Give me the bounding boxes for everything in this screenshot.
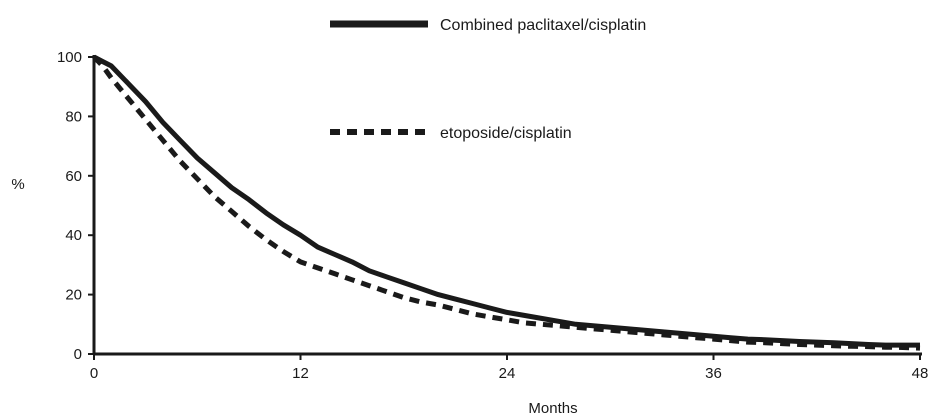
y-tick-label: 0 xyxy=(74,346,82,363)
y-tick-label: 20 xyxy=(65,287,82,304)
legend-label-2: etoposide/cisplatin xyxy=(440,125,572,142)
x-axis-title: Months xyxy=(528,400,577,417)
curves xyxy=(92,54,921,351)
x-tick-label: 48 xyxy=(912,365,929,382)
legend-label-1: Combined paclitaxel/cisplatin xyxy=(440,17,646,34)
x-tick-label: 24 xyxy=(499,365,516,382)
ticks: 0 12 24 36 48 0 20 40 60 80 100 xyxy=(57,49,928,382)
series-line-2 xyxy=(92,55,921,351)
x-tick-label: 36 xyxy=(705,365,722,382)
axes xyxy=(92,55,922,356)
x-tick-label: 12 xyxy=(292,365,309,382)
legend: Combined paclitaxel/cisplatin etoposide/c… xyxy=(330,17,646,142)
y-tick-label: 40 xyxy=(65,227,82,244)
y-tick-label: 60 xyxy=(65,168,82,185)
y-axis-title: % xyxy=(11,176,24,193)
y-tick-label: 100 xyxy=(57,49,82,66)
y-tick-label: 80 xyxy=(65,108,82,125)
x-tick-label: 0 xyxy=(90,365,98,382)
series-line-1 xyxy=(92,54,920,348)
